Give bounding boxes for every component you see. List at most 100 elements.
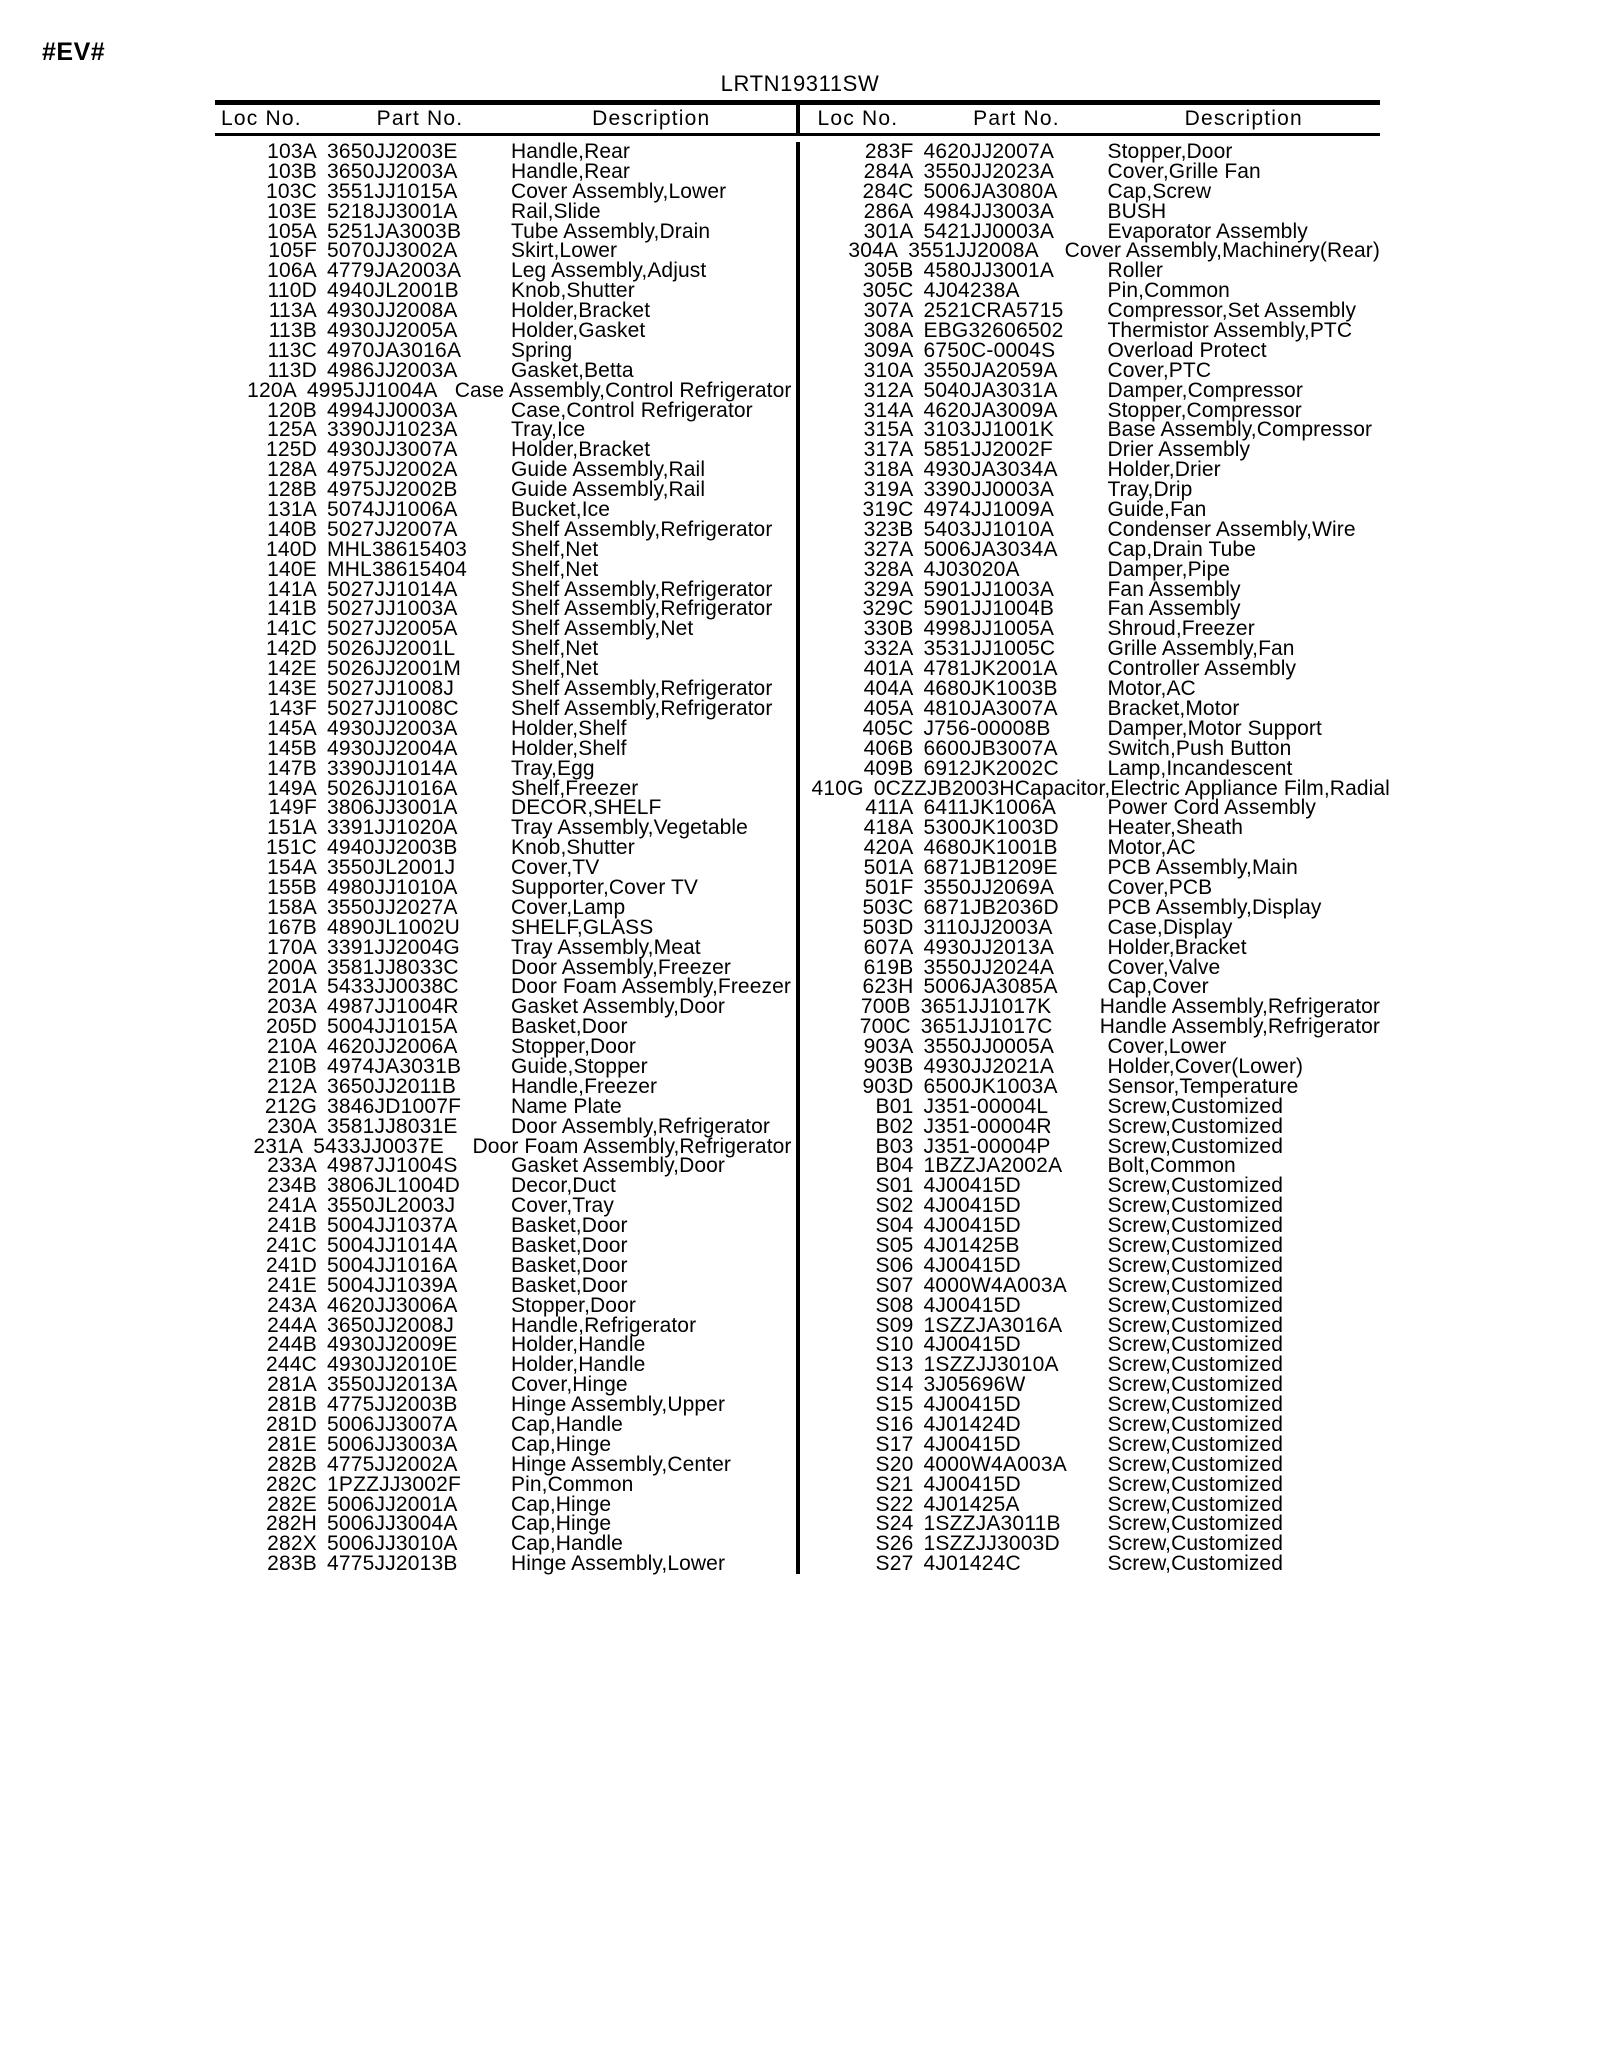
cell-part-no: 3650JJ2003E [327,140,458,163]
right-column: 283F 4620JJ2007A Stopper,Door 284A 3550JJ202… [798,140,1390,1576]
cell-part-no: 5300JK1003D [923,816,1059,840]
cell-part-no: 4930JJ2008A [327,299,458,323]
cell-loc-no: 145A [267,716,317,740]
cell-loc-no: 212A [267,1074,317,1098]
table-row: 315A 3103JJ1001K Base Assembly,Compressor [812,418,1381,442]
cell-part-no: 4620JJ2007A [923,140,1055,163]
cell-loc-no: 140D [265,537,317,561]
table-row: S20 4000W4A003A Screw,Customized [812,1452,1381,1476]
cell-part-no: 4970JA3016A [327,338,462,362]
cell-part-no: 5433JJ0037E [313,1134,444,1158]
cell-description: Cap,Handle [511,1413,623,1436]
table-row: 120A 4995JJ1004A Case Assembly,Control Ref… [215,378,792,402]
cell-description: Switch,Push Button [1107,736,1292,760]
cell-loc-no: 623H [862,975,914,999]
cell-description: Tray,Drip [1107,478,1193,502]
cell-description: Stopper,Door [511,1035,636,1059]
cell-description: Shelf Assembly,Refrigerator [511,577,773,601]
cell-loc-no: 410G [811,776,864,800]
cell-part-no: 1BZZJA2002A [923,1154,1063,1178]
cell-loc-no: 304A [848,239,899,263]
cell-loc-no: B04 [875,1154,914,1178]
table-row: 230A 3581JJ8031E Door Assembly,Refrigerato… [215,1116,792,1137]
cell-loc-no: 903A [863,1035,914,1059]
cell-loc-no: 903B [863,1054,914,1078]
table-row: 231A 5433JJ0037E Door Foam Assembly,Refrig… [215,1134,792,1158]
header-part-no-right: Part No. [973,107,1060,130]
table-row: 128A 4975JJ2002A Guide Assembly,Rail [215,458,792,482]
cell-part-no: 4930JJ2009E [327,1333,458,1357]
cell-description: Screw,Customized [1107,1452,1283,1476]
cell-description: Screw,Customized [1107,1214,1283,1238]
cell-part-no: 2521CRA5715 [923,299,1064,323]
cell-part-no: 5004JJ1037A [327,1214,458,1238]
cell-loc-no: 282H [265,1512,317,1536]
cell-description: Bolt,Common [1107,1154,1236,1178]
cell-part-no: 1PZZJJ3002F [327,1472,462,1496]
table-row: 406B 6600JB3007A Switch,Push Button [812,736,1381,760]
cell-description: Screw,Customized [1107,1492,1283,1516]
cell-part-no: 3390JJ1023A [327,418,458,442]
cell-description: Screw,Customized [1107,1233,1283,1257]
cell-loc-no: 231A [253,1134,304,1158]
cell-part-no: 4J00415D [923,1333,1021,1357]
cell-part-no: 4930JA3034A [923,458,1058,482]
cell-description: Cap,Handle [511,1532,623,1556]
cell-description: Drier Assembly [1107,438,1251,462]
cell-description: Bracket,Motor [1107,696,1240,720]
table-row: 143E 5027JJ1008J Shelf Assembly,Refrigerat… [215,678,792,699]
cell-loc-no: 700C [859,1015,911,1039]
cell-loc-no: 233A [267,1154,317,1178]
cell-description: Pin,Common [1107,279,1230,303]
cell-description: Base Assembly,Compressor [1107,418,1373,442]
cell-loc-no: 143F [268,696,317,720]
cell-description: Screw,Customized [1107,1393,1283,1417]
cell-part-no: 4995JJ1004A [306,378,438,402]
cell-loc-no: 149F [268,796,317,820]
cell-loc-no: 501F [864,875,914,899]
cell-description: Guide Assembly,Rail [511,458,706,482]
cell-part-no: 5006JJ3003A [327,1432,458,1456]
table-row: 420A 4680JK1001B Motor,AC [812,837,1381,858]
table-row: S14 3J05696W Screw,Customized [812,1374,1381,1395]
table-row: S13 1SZZJJ3010A Screw,Customized [812,1354,1381,1375]
cell-description: Shelf Assembly,Refrigerator [511,517,773,541]
table-row: 128B 4975JJ2002B Guide Assembly,Rail [215,478,792,502]
cell-part-no: 3551JJ1015A [327,179,458,203]
cell-loc-no: 244B [267,1333,317,1357]
table-row: 106A 4779JA2003A Leg Assembly,Adjust [215,259,792,283]
cell-description: Leg Assembly,Adjust [511,259,707,283]
cell-loc-no: 903D [862,1074,914,1098]
cell-description: Stopper,Door [1107,140,1233,163]
cell-part-no: 5070JJ3002A [327,239,458,263]
cell-part-no: 4998JJ1005A [923,617,1055,641]
table-row: 418A 5300JK1003D Heater,Sheath [812,816,1381,840]
cell-loc-no: 317A [863,438,914,462]
cell-loc-no: 140E [267,557,317,581]
table-row: 149A 5026JJ1016A Shelf,Freezer [215,778,792,799]
table-row: 330B 4998JJ1005A Shroud,Freezer [812,617,1381,641]
cell-loc-no: 501A [863,856,914,880]
cell-part-no: J351-00004L [923,1094,1049,1118]
cell-loc-no: 619B [863,955,914,979]
cell-loc-no: 301A [863,219,914,243]
cell-description: Pin,Common [511,1472,634,1496]
table-row: 282E 5006JJ2001A Cap,Hinge [215,1494,792,1515]
cell-description: Knob,Shutter [511,279,635,303]
cell-loc-no: 305B [863,259,914,283]
cell-part-no: 3550JJ2069A [923,875,1055,899]
table-row: S26 1SZZJJ3003D Screw,Customized [812,1533,1381,1554]
cell-loc-no: 128A [267,458,317,482]
cell-part-no: 3550JJ0005A [923,1035,1055,1059]
cell-loc-no: 142E [267,657,317,681]
table-row: 120B 4994JJ0003A Case,Control Refrigerator [215,400,792,421]
cell-description: Screw,Customized [1107,1552,1283,1576]
cell-loc-no: 284A [863,159,914,183]
cell-loc-no: 140B [267,517,317,541]
cell-loc-no: 329C [862,597,914,621]
cell-loc-no: 147B [267,756,317,780]
cell-part-no: 4975JJ2002B [327,478,458,502]
table-row: 281E 5006JJ3003A Cap,Hinge [215,1432,792,1456]
cell-description: Tray,Ice [511,418,586,442]
table-row: 283F 4620JJ2007A Stopper,Door [812,140,1381,163]
